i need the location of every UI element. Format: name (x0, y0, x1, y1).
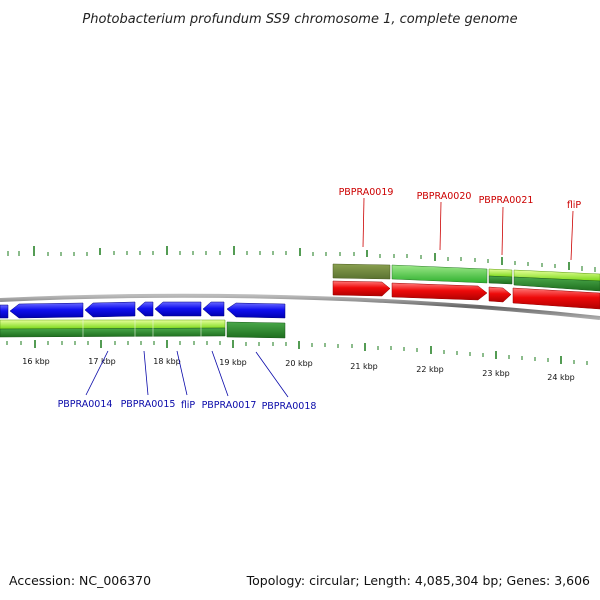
gene-arrow-PBPRA0018a[interactable] (202, 301, 225, 317)
feature-bar[interactable] (0, 327, 226, 338)
kbp-label-17: 17 kbp (88, 357, 116, 366)
gene-arrow-PBPRA0017[interactable] (154, 301, 202, 317)
scale-labels: 16 kbp 17 kbp 18 kbp 19 kbp 20 kbp 21 kb… (22, 357, 575, 382)
gene-label-PBPRA0018[interactable]: PBPRA0018 (262, 401, 317, 412)
kbp-label-23: 23 kbp (482, 369, 510, 378)
feature-bar[interactable] (513, 269, 600, 282)
kbp-label-16: 16 kbp (22, 357, 50, 366)
kbp-label-24: 24 kbp (547, 373, 575, 382)
gene-arrow-partial[interactable] (0, 304, 9, 319)
gene-arrow-PBPRA0015[interactable] (84, 301, 136, 318)
bottom-segment (0, 301, 286, 339)
feature-bar[interactable] (488, 268, 513, 278)
top-segment: PBPRA0019 PBPRA0020 PBPRA0021 fliP (332, 187, 600, 310)
leader-line (211, 350, 229, 397)
leader-line (85, 350, 109, 396)
feature-bar[interactable] (513, 276, 600, 292)
gene-arrow-fliP-forward[interactable] (512, 287, 600, 310)
feature-bar[interactable] (0, 319, 226, 330)
bottom-gene-labels: PBPRA0014 PBPRA0015 fliP PBPRA0017 PBPRA… (58, 350, 317, 412)
lower-tick-row (6, 340, 588, 365)
gene-arrow-PBPRA0020[interactable] (391, 282, 488, 301)
gene-label-fliP-forward[interactable]: fliP (567, 200, 582, 211)
gene-label-PBPRA0014[interactable]: PBPRA0014 (58, 399, 113, 410)
genome-summary: Topology: circular; Length: 4,085,304 bp… (246, 573, 590, 588)
kbp-label-20: 20 kbp (285, 359, 313, 368)
kbp-label-21: 21 kbp (350, 362, 378, 371)
feature-bar[interactable] (226, 321, 286, 339)
gene-label-fliP-reverse[interactable]: fliP (181, 400, 196, 411)
accession-label: Accession: NC_006370 (9, 573, 151, 588)
feature-bar[interactable] (488, 275, 513, 285)
leader-line (176, 350, 188, 396)
leader-line (362, 197, 365, 248)
kbp-label-18: 18 kbp (153, 357, 181, 366)
leader-line (439, 201, 442, 251)
kbp-label-19: 19 kbp (219, 358, 247, 367)
gene-arrow-fliP-reverse[interactable] (136, 301, 154, 317)
feature-bar[interactable] (391, 264, 488, 284)
gene-label-PBPRA0019[interactable]: PBPRA0019 (339, 187, 394, 198)
gene-arrow-PBPRA0019[interactable] (332, 280, 391, 297)
gene-label-PBPRA0015[interactable]: PBPRA0015 (121, 399, 176, 410)
leader-line (255, 351, 289, 398)
leader-line (143, 350, 149, 396)
gene-label-PBPRA0020[interactable]: PBPRA0020 (417, 191, 472, 202)
gene-arrow-PBPRA0018b[interactable] (226, 302, 286, 319)
page-title: Photobacterium profundum SS9 chromosome … (82, 12, 517, 27)
feature-bar[interactable] (332, 263, 391, 280)
chromosome-backbone (0, 293, 600, 320)
upper-tick-row (7, 246, 596, 272)
leader-line (501, 206, 504, 256)
gene-label-PBPRA0021[interactable]: PBPRA0021 (479, 195, 534, 206)
gene-arrow-PBPRA0014[interactable] (9, 302, 84, 319)
gene-label-PBPRA0017[interactable]: PBPRA0017 (202, 400, 257, 411)
leader-line (570, 210, 574, 261)
kbp-label-22: 22 kbp (416, 365, 444, 374)
gene-arrow-PBPRA0021[interactable] (488, 286, 512, 303)
